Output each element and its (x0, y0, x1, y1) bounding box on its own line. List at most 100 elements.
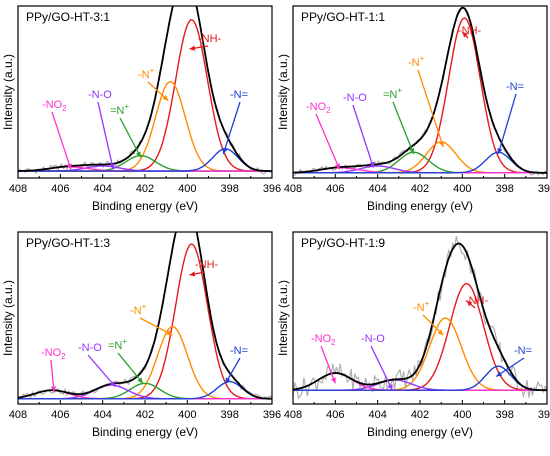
arrow-head (437, 329, 444, 336)
arrow-head (439, 141, 445, 148)
annotation-arrow (117, 352, 144, 384)
annotation-arrow (352, 104, 375, 168)
arrow-head (50, 386, 57, 392)
x-tick-label: 402 (411, 183, 429, 195)
component-peak-line (293, 151, 547, 174)
peak-label: -N= (506, 81, 524, 93)
x-tick-label: 400 (178, 183, 196, 195)
annotation-arrow (139, 317, 173, 336)
annotation-arrow (497, 93, 517, 155)
panel-title: PPy/GO-HT-1:3 (26, 236, 110, 250)
plot-frame (292, 231, 548, 405)
annotation-arrow (315, 113, 341, 170)
fitted-envelope-line (18, 6, 272, 173)
x-tick-label: 404 (368, 183, 386, 195)
arrow-head (162, 95, 169, 101)
peak-label: -N+ (130, 302, 147, 317)
panel-title: PPy/GO-HT-3:1 (26, 10, 110, 24)
x-tick-label: 396 (263, 409, 281, 421)
arrow-head (387, 384, 393, 391)
panel-title: PPy/GO-HT-1:1 (301, 10, 385, 24)
arrow-head (166, 330, 173, 336)
annotation-arrow (222, 101, 241, 155)
plot-area (293, 6, 547, 176)
component-peak-line (18, 243, 272, 400)
peak-label: -N-O (78, 342, 102, 354)
annotation-arrow (97, 101, 114, 170)
arrow-head (330, 377, 336, 384)
peak-label: -N-O (343, 92, 367, 104)
x-tick-label: 400 (453, 409, 471, 421)
plot-area (18, 232, 272, 400)
x-tick-label: 398 (495, 183, 513, 195)
peak-label: -N-O (361, 333, 385, 345)
chart-panel-2: 408 406 404 402 400 398 396 Binding energy (eV)… (276, 5, 550, 213)
annotation-arrow (320, 345, 336, 384)
peak-label: -N+ (413, 299, 430, 314)
x-tick-label: 402 (136, 409, 154, 421)
peak-label: =N+ (110, 102, 129, 117)
y-axis-label: Intensity (a.u.) (1, 280, 15, 356)
x-tick-label: 404 (368, 409, 386, 421)
peak-label: -N-O (88, 89, 112, 101)
chart-panel-1: 408 406 404 402 400 398 396 Binding energy (eV)… (1, 5, 281, 213)
arrow-head (496, 371, 503, 377)
annotation-arrow (417, 69, 444, 148)
plot-area (293, 236, 547, 400)
x-tick-label: 408 (9, 183, 27, 195)
annotation-arrow (370, 345, 394, 391)
chart-panel-3: 408 406 404 402 400 398 396 Binding energy (eV)… (1, 231, 281, 439)
peak-label: -NO2 (311, 333, 336, 347)
peak-label: =N+ (108, 337, 127, 352)
x-tick-label: 408 (284, 183, 302, 195)
peak-label: -NO2 (306, 101, 331, 115)
x-tick-label: 400 (178, 409, 196, 421)
peak-label: -N= (514, 345, 532, 357)
y-axis-label: Intensity (a.u.) (1, 54, 15, 130)
arrow-head (497, 147, 503, 154)
x-tick-label: 408 (284, 409, 302, 421)
fitted-envelope-line (18, 232, 272, 400)
annotation-arrow (392, 101, 415, 155)
y-axis-label: Intensity (a.u.) (276, 280, 290, 356)
x-tick-label: 396 (263, 183, 281, 195)
arrow-head (466, 300, 473, 307)
y-axis-label: Intensity (a.u.) (276, 54, 290, 130)
arrow-head (109, 381, 116, 387)
peak-label: -N+ (138, 66, 155, 81)
x-tick-label: 398 (495, 409, 513, 421)
peak-label: -NH- (458, 25, 482, 37)
x-tick-label: 396 (538, 409, 550, 421)
x-tick-label: 406 (326, 183, 344, 195)
annotation-arrow (119, 117, 142, 158)
x-tick-label: 398 (220, 409, 238, 421)
arrow-head (369, 161, 375, 168)
arrow-head (462, 31, 468, 38)
component-peak-line (18, 381, 272, 400)
peak-label: -NH- (198, 33, 222, 45)
fitted-envelope-line (293, 242, 547, 392)
plot-area (18, 6, 272, 175)
component-peak-line (18, 148, 272, 172)
peak-label: =N+ (383, 86, 402, 101)
arrow-head (66, 163, 72, 170)
x-axis-label: Binding energy (eV) (367, 199, 473, 213)
arrow-head (222, 147, 228, 154)
annotation-arrow (87, 354, 116, 388)
annotation-arrow (495, 357, 525, 378)
arrow-head (135, 151, 141, 158)
x-tick-label: 402 (411, 409, 429, 421)
x-tick-label: 398 (220, 183, 238, 195)
x-tick-label: 396 (538, 183, 550, 195)
peak-label: -NO2 (41, 347, 66, 361)
annotation-arrow (51, 111, 72, 170)
arrow-head (189, 45, 196, 51)
peak-label: -N= (230, 89, 248, 101)
x-tick-label: 406 (326, 409, 344, 421)
fitted-envelope-line (293, 6, 547, 174)
panel-title: PPy/GO-HT-1:9 (301, 236, 385, 250)
arrow-head (409, 147, 415, 154)
peak-label: -N= (230, 345, 248, 357)
x-axis-label: Binding energy (eV) (367, 425, 473, 439)
